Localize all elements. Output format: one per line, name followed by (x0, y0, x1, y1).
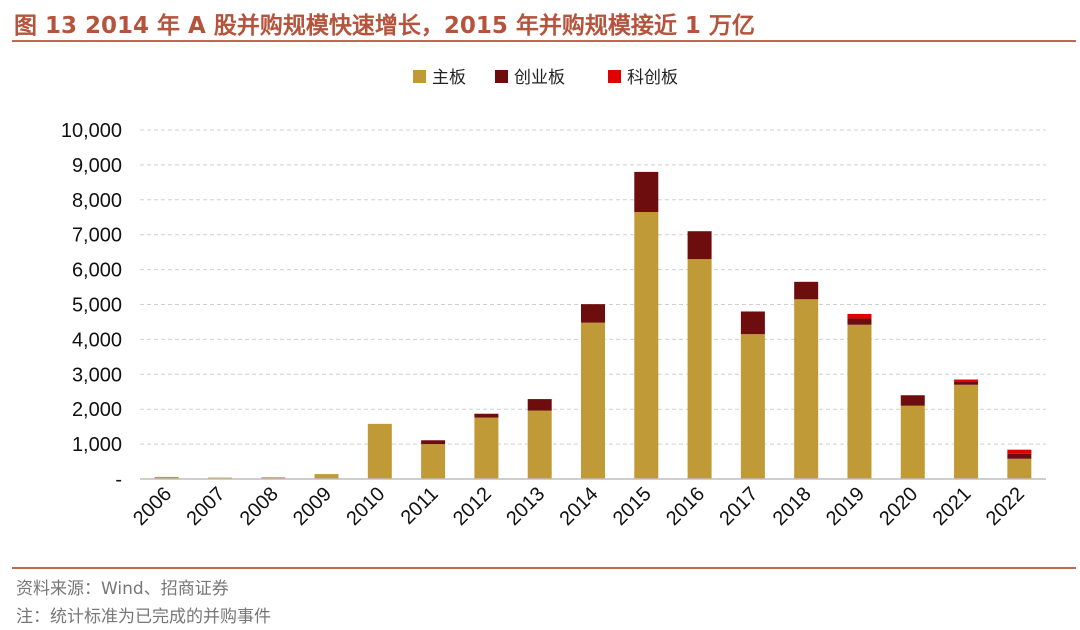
x-tick-label: 2014 (556, 483, 603, 530)
top-divider (12, 40, 1076, 42)
y-tick-label: 3,000 (72, 364, 122, 386)
footnote: 注：统计标准为已完成的并购事件 (16, 607, 271, 627)
chart-title: 图 13 2014 年 A 股并购规模快速增长，2015 年并购规模接近 1 万… (14, 13, 755, 39)
x-tick-label: 2010 (342, 483, 389, 530)
bar-2020-gem (900, 395, 925, 406)
bar-2016-main (687, 259, 712, 479)
x-tick-label: 2017 (715, 483, 762, 530)
y-tick-label: 10,000 (61, 120, 122, 142)
bar-2012-gem (474, 413, 499, 418)
bar-2016-gem (687, 231, 712, 260)
bar-2017-gem (740, 311, 765, 335)
bar-2017-main (740, 334, 765, 479)
legend-swatch (413, 70, 426, 83)
x-tick-label: 2007 (182, 483, 229, 530)
bar-2021-gem (954, 381, 979, 385)
y-tick-label: 5,000 (72, 295, 122, 317)
bar-2018-main (794, 299, 819, 479)
legend-label: 创业板 (514, 68, 565, 88)
legend-label: 主板 (432, 68, 466, 88)
x-tick-label: 2020 (875, 483, 922, 530)
bar-2012-main (474, 417, 499, 479)
y-tick-label: 1,000 (72, 434, 122, 456)
bottom-divider (12, 567, 1076, 569)
y-tick-label: 7,000 (72, 225, 122, 247)
source-note: 资料来源：Wind、招商证券 (16, 579, 229, 599)
bar-2011-gem (421, 440, 446, 445)
bar-2014-main (581, 322, 605, 479)
x-tick-label: 2015 (609, 483, 656, 530)
y-tick-label: 4,000 (72, 329, 122, 351)
y-tick-label: 2,000 (72, 399, 122, 421)
legend-swatch (608, 70, 621, 83)
x-tick-label: 2019 (822, 483, 869, 530)
x-tick-label: 2012 (449, 483, 496, 530)
bar-2008-main (261, 477, 286, 479)
bar-2020-main (900, 405, 925, 479)
x-tick-label: 2013 (502, 483, 549, 530)
bar-2013-main (527, 410, 552, 479)
x-tick-label: 2006 (129, 483, 176, 530)
gridlines (140, 129, 1046, 445)
x-tick-label: 2021 (929, 483, 976, 530)
bar-chart: - 1,000 2,000 3,000 4,000 5,000 6,000 7,000 8,00… (61, 68, 1046, 530)
y-tick-label: 9,000 (72, 155, 122, 177)
bar-2010-main (367, 423, 392, 479)
bar-2014-gem (581, 304, 605, 323)
x-tick-label: 2022 (982, 483, 1029, 530)
bar-2013-gem (527, 399, 552, 411)
bar-2022-main (1007, 458, 1032, 479)
bar-2021-star (954, 379, 979, 382)
bar-2022-gem (1007, 453, 1032, 459)
x-tick-label: 2011 (397, 483, 443, 529)
x-tick-label: 2008 (236, 483, 283, 530)
bar-2021-main (954, 384, 979, 479)
y-tick-label: 6,000 (72, 260, 122, 282)
axes: - 1,000 2,000 3,000 4,000 5,000 6,000 7,000 8,00… (61, 120, 1046, 530)
y-tick-label: - (115, 469, 122, 491)
bar-2019-main (847, 324, 872, 479)
x-tick-label: 2018 (769, 483, 816, 530)
legend-label: 科创板 (627, 68, 678, 88)
legend: 主板 创业板 科创板 (413, 68, 678, 88)
x-tick-label: 2009 (289, 483, 336, 530)
x-tick-label: 2016 (662, 483, 709, 530)
bar-2015-gem (634, 171, 659, 213)
bar-2019-star (847, 313, 872, 319)
y-tick-label: 8,000 (72, 190, 122, 212)
bar-2011-main (421, 444, 446, 479)
legend-swatch (495, 70, 508, 83)
bar-2022-star (1007, 449, 1032, 454)
bar-2018-gem (794, 281, 819, 300)
bars (154, 171, 1032, 479)
bar-2009-main (314, 474, 339, 479)
bar-2019-gem (847, 318, 872, 325)
bar-2006-main (154, 476, 179, 479)
bar-2015-main (634, 212, 659, 479)
